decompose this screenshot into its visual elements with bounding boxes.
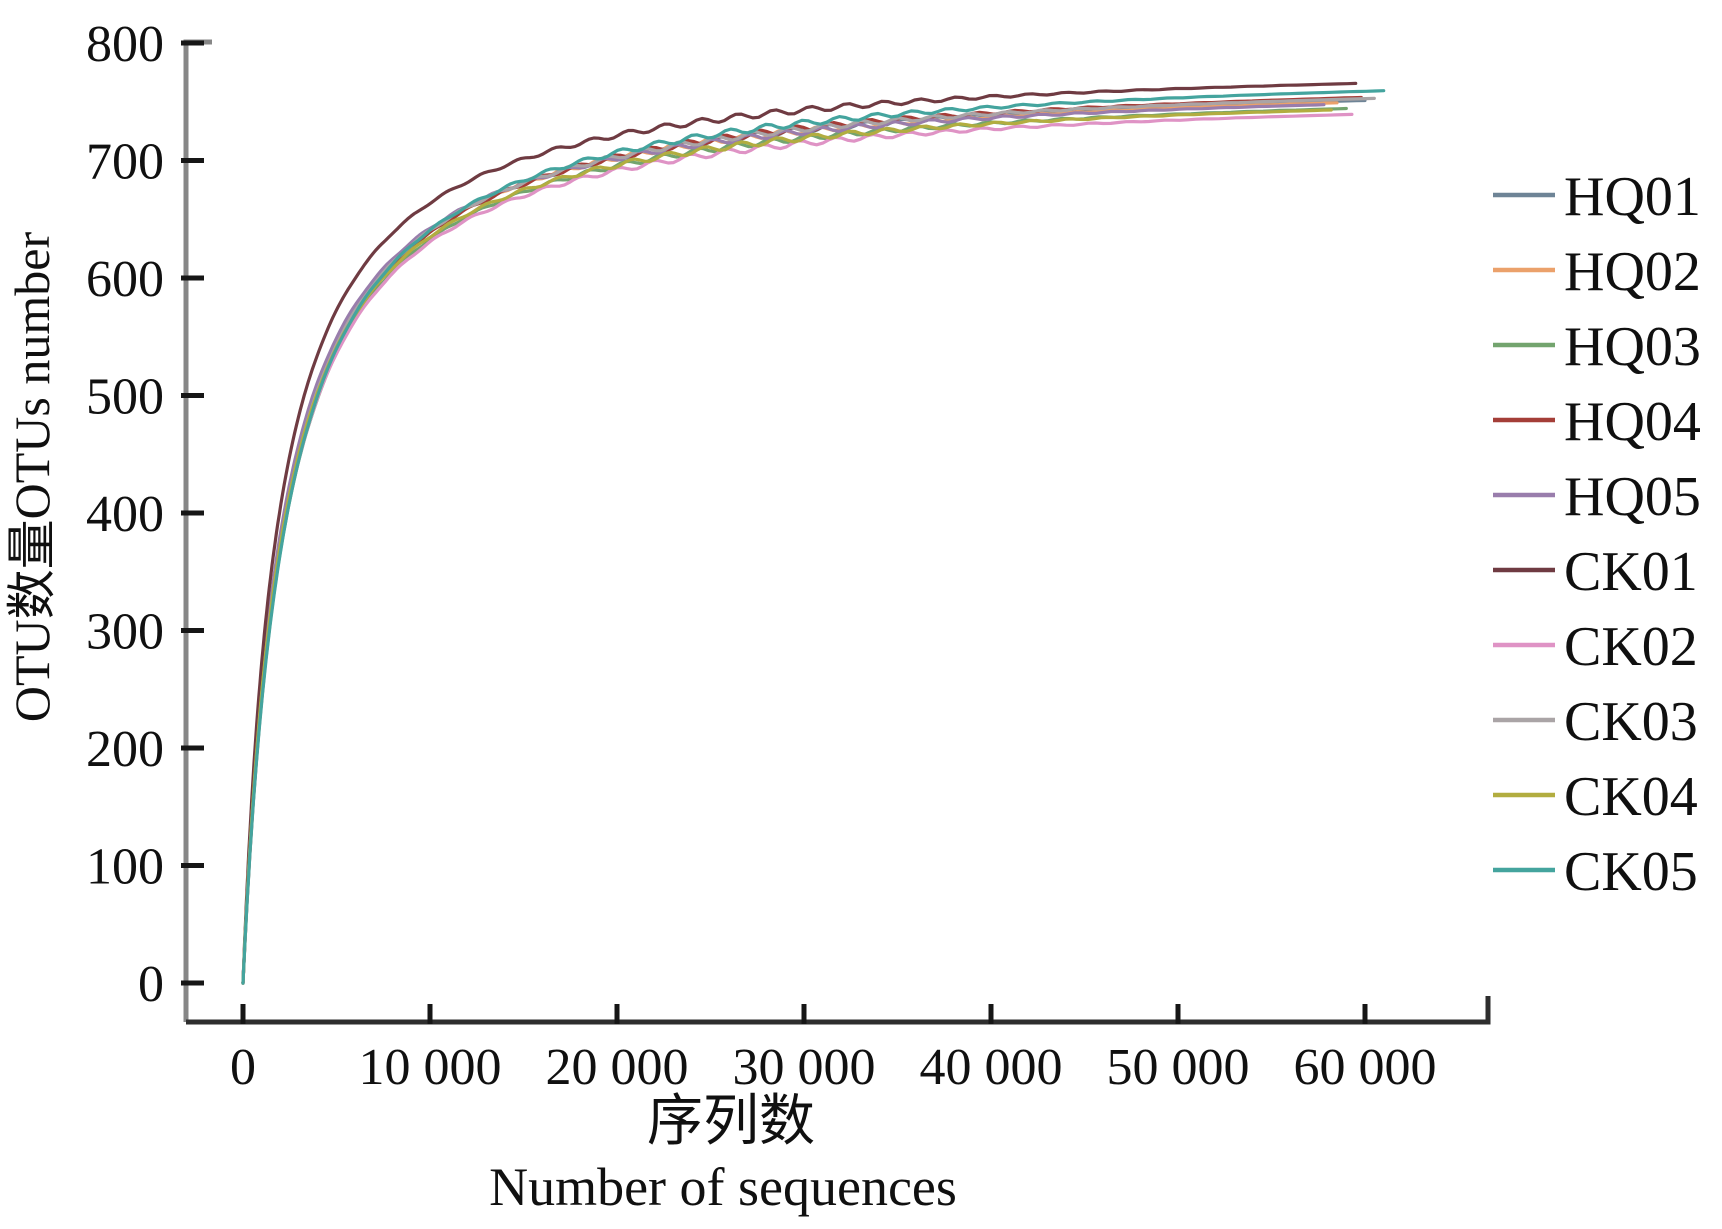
y-axis-line (183, 39, 212, 1022)
curve-HQ01 (241, 98, 1367, 985)
y-tick-label: 600 (86, 251, 164, 308)
curve-HQ03 (241, 106, 1348, 985)
x-axis-title-en: Number of sequences (489, 1157, 957, 1217)
legend-label-HQ03: HQ03 (1564, 316, 1701, 378)
x-axis-line (186, 996, 1491, 1025)
legend-item-CK03: CK03 (1493, 691, 1698, 753)
legend-item-HQ03: HQ03 (1493, 316, 1701, 378)
legend-item-CK05: CK05 (1493, 841, 1698, 903)
y-tick-label: 700 (86, 134, 164, 191)
legend-label-CK01: CK01 (1564, 541, 1698, 603)
y-tick-label: 400 (86, 486, 164, 543)
legend-label-CK03: CK03 (1564, 691, 1698, 753)
curve-HQ02 (241, 101, 1339, 985)
legend-item-HQ04: HQ04 (1493, 391, 1701, 453)
legend-label-CK05: CK05 (1564, 841, 1698, 903)
y-tick-label: 300 (86, 604, 164, 661)
x-tick-label: 50 000 (1107, 1039, 1250, 1096)
curve-CK05 (241, 89, 1386, 985)
y-tick-label: 0 (138, 956, 164, 1013)
legend-item-HQ02: HQ02 (1493, 241, 1701, 303)
legend-label-HQ05: HQ05 (1564, 466, 1701, 528)
curve-HQ05 (241, 103, 1326, 985)
legend-item-CK04: CK04 (1493, 766, 1698, 828)
x-tick-label: 10 000 (359, 1039, 502, 1096)
legend-item-HQ05: HQ05 (1493, 466, 1701, 528)
legend-label-CK02: CK02 (1564, 616, 1698, 678)
legend-label-HQ01: HQ01 (1564, 166, 1701, 228)
legend-item-CK02: CK02 (1493, 616, 1698, 678)
legend-label-HQ04: HQ04 (1564, 391, 1701, 453)
curve-HQ04 (241, 95, 1363, 985)
y-axis-title: OTU数量OTUs number (4, 231, 60, 723)
curve-CK03 (241, 96, 1376, 985)
x-tick-label: 60 000 (1294, 1039, 1437, 1096)
legend-label-CK04: CK04 (1564, 766, 1698, 828)
x-tick-label: 20 000 (546, 1039, 689, 1096)
y-tick-label: 100 (86, 839, 164, 896)
curve-CK01 (241, 81, 1358, 985)
legend-item-CK01: CK01 (1493, 541, 1698, 603)
legend-item-HQ01: HQ01 (1493, 166, 1701, 228)
y-tick-label: 500 (86, 369, 164, 426)
curve-CK04 (241, 108, 1333, 985)
y-tick-label: 800 (86, 16, 164, 73)
y-tick-label: 200 (86, 721, 164, 778)
legend-label-HQ02: HQ02 (1564, 241, 1701, 303)
x-tick-label: 30 000 (733, 1039, 876, 1096)
x-tick-label: 0 (230, 1039, 256, 1096)
x-tick-label: 40 000 (920, 1039, 1063, 1096)
x-axis-title-cn: 序列数 (647, 1091, 815, 1153)
